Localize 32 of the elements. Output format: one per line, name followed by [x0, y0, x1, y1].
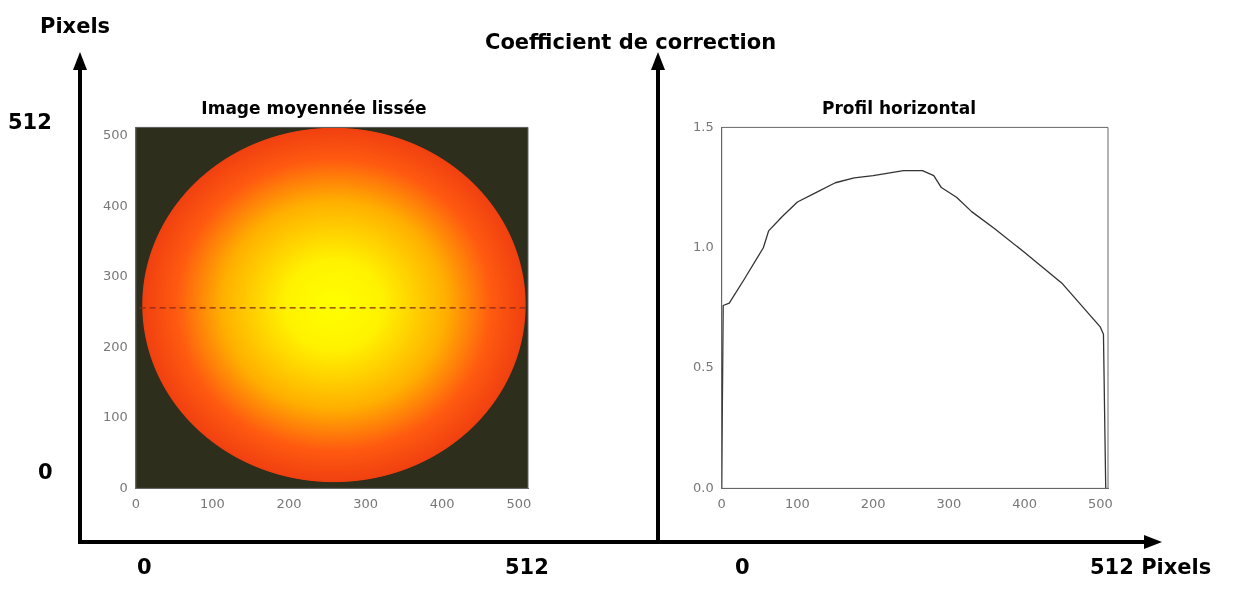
x-tick-label: 400 — [1012, 495, 1038, 511]
x-tick-label: 0 — [131, 495, 140, 511]
y-tick-label: 0.5 — [692, 359, 714, 375]
x-tick-label: 500 — [1088, 495, 1113, 511]
y-tick-label: 0 — [119, 479, 128, 495]
y-tick-label: 200 — [102, 338, 128, 354]
x-tick-label: 200 — [276, 495, 302, 511]
y-tick-label: 1.0 — [692, 239, 714, 255]
x-tick-label: 0 — [717, 495, 726, 511]
x-tick-label: 100 — [200, 495, 225, 511]
y-tick-label: 100 — [102, 409, 128, 425]
text: 512 Pixels — [1090, 555, 1212, 579]
text: 512 — [8, 110, 52, 134]
y-tick-label: 1.5 — [692, 118, 714, 134]
text: 0 — [38, 460, 53, 484]
text: 0 — [137, 555, 152, 579]
y-tick-label: 0.0 — [692, 479, 714, 495]
y-tick-label: 300 — [102, 268, 128, 284]
text: 0 — [735, 555, 750, 579]
y-tick-label: 500 — [102, 127, 128, 143]
y-tick-label: 400 — [102, 197, 128, 213]
x-tick-label: 300 — [936, 495, 962, 511]
chart-title: Profil horizontal — [822, 97, 976, 118]
y-axis-title: Coefficient de correction — [485, 30, 777, 54]
x-tick-label: 500 — [506, 495, 532, 511]
x-tick-label: 300 — [353, 495, 379, 511]
x-tick-label: 400 — [429, 495, 455, 511]
x-tick-label: 100 — [785, 495, 810, 511]
text: 512 — [505, 555, 549, 579]
y-axis-title: Pixels — [40, 14, 111, 38]
chart-title: Image moyennée lissée — [201, 97, 427, 118]
x-tick-label: 200 — [860, 495, 886, 511]
